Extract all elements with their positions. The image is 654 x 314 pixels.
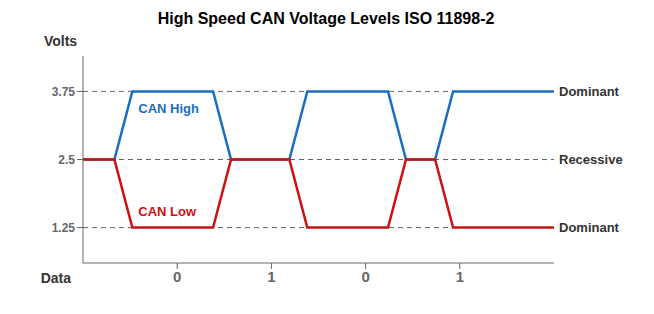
svg-text:CAN High: CAN High <box>138 101 199 116</box>
html-text:High Speed CAN Voltage Levels: High Speed CAN Voltage Levels ISO 11898-… <box>157 10 495 27</box>
svg-text:Data: Data <box>41 270 72 286</box>
svg-text:2.5: 2.5 <box>58 153 75 167</box>
svg-text:3.75: 3.75 <box>52 85 76 99</box>
svg-text:Dominant: Dominant <box>559 84 620 99</box>
svg-text:0: 0 <box>173 268 181 285</box>
svg-text:1: 1 <box>456 268 464 285</box>
svg-text:Dominant: Dominant <box>559 220 620 235</box>
svg-text:0: 0 <box>361 268 369 285</box>
svg-text:Volts: Volts <box>44 33 77 49</box>
svg-text:1: 1 <box>267 268 275 285</box>
svg-text:Recessive: Recessive <box>559 152 623 167</box>
svg-text:1.25: 1.25 <box>52 221 76 235</box>
svg-text:CAN Low: CAN Low <box>138 204 197 219</box>
